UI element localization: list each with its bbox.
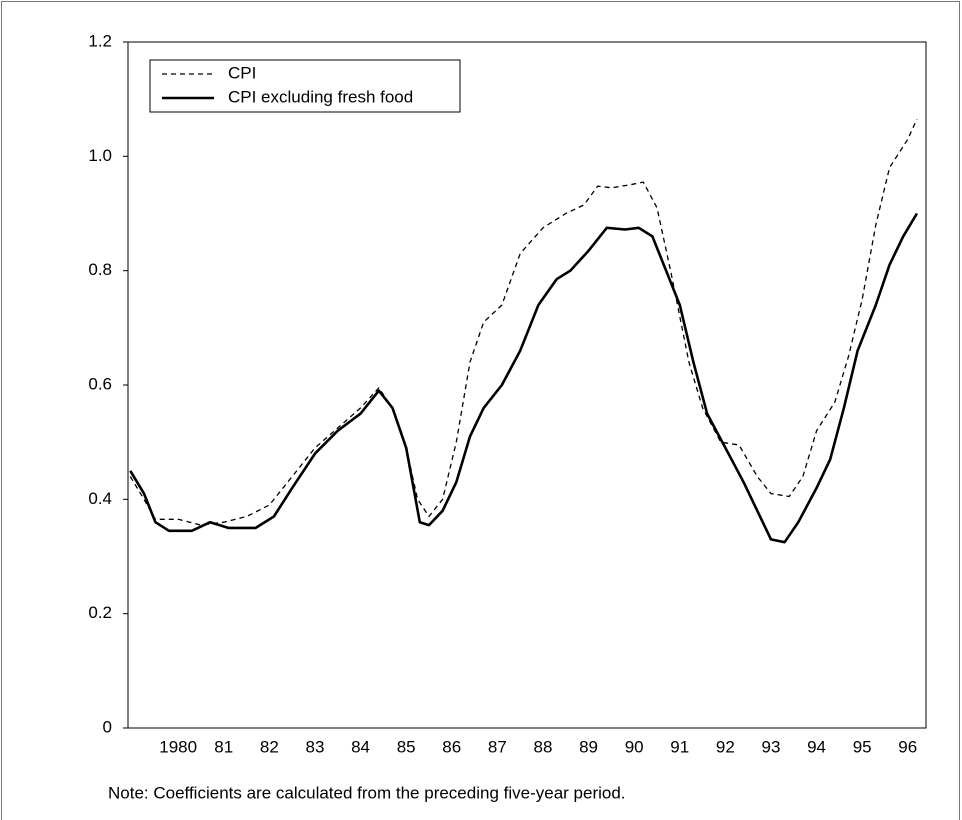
x-tick-label: 90 [625, 737, 644, 756]
legend-label: CPI excluding fresh food [228, 87, 413, 106]
x-tick-label: 85 [397, 737, 416, 756]
x-tick-label: 94 [807, 737, 826, 756]
y-tick-label: 1.2 [88, 31, 112, 50]
x-tick-label: 96 [898, 737, 917, 756]
y-tick-label: 0.8 [88, 260, 112, 279]
x-tick-label: 92 [716, 737, 735, 756]
x-tick-label: 83 [305, 737, 324, 756]
y-tick-label: 0.4 [88, 489, 112, 508]
x-tick-label: 88 [533, 737, 552, 756]
x-tick-label: 87 [488, 737, 507, 756]
x-tick-label: 91 [670, 737, 689, 756]
x-tick-label: 95 [853, 737, 872, 756]
legend-box [149, 59, 461, 113]
x-tick-label: 93 [761, 737, 780, 756]
note: Note: Coefficients are calculated from t… [108, 783, 626, 802]
series-line [129, 212, 919, 544]
x-tick-label: 1980 [159, 737, 197, 756]
x-tick-label: 82 [260, 737, 279, 756]
y-tick-label: 0.6 [88, 374, 112, 393]
x-tick-label: 84 [351, 737, 370, 756]
x-tick-label: 81 [214, 737, 233, 756]
plot-area [127, 41, 927, 729]
y-tick-label: 1.0 [88, 146, 112, 165]
y-tick-label: 0.2 [88, 603, 112, 622]
x-tick-label: 86 [442, 737, 461, 756]
legend-label: CPI [228, 63, 256, 82]
x-tick-label: 89 [579, 737, 598, 756]
series-line [129, 118, 918, 526]
y-tick-label: 0 [103, 717, 112, 736]
